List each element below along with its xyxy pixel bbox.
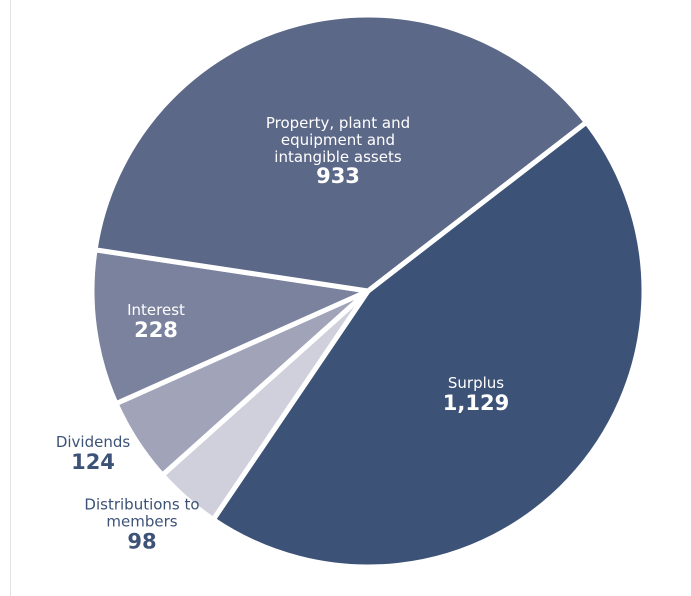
- value-label: 228: [134, 317, 178, 342]
- category-label: Dividends: [55, 432, 131, 451]
- slice-label: Property, plant and equipment and intang…: [253, 115, 423, 189]
- value-label: 124: [71, 449, 115, 474]
- slice-label: Distributions to members 98: [82, 496, 202, 553]
- value-label: 933: [316, 164, 360, 189]
- pie-slice: [92, 12, 589, 294]
- pie-slice: [89, 247, 371, 407]
- slice-label: Dividends 124: [38, 434, 148, 474]
- value-label: 1,129: [442, 390, 510, 415]
- pie-slice: [210, 119, 647, 570]
- value-label: 98: [127, 529, 157, 554]
- category-label: Surplus: [447, 373, 505, 392]
- slice-label: Surplus 1,129: [416, 375, 536, 415]
- category-label: Interest: [127, 300, 185, 319]
- category-label: Distributions to members: [84, 495, 200, 531]
- slice-label: Interest 228: [101, 302, 211, 342]
- panel-border: [10, 0, 11, 596]
- category-label: Property, plant and equipment and intang…: [265, 114, 411, 166]
